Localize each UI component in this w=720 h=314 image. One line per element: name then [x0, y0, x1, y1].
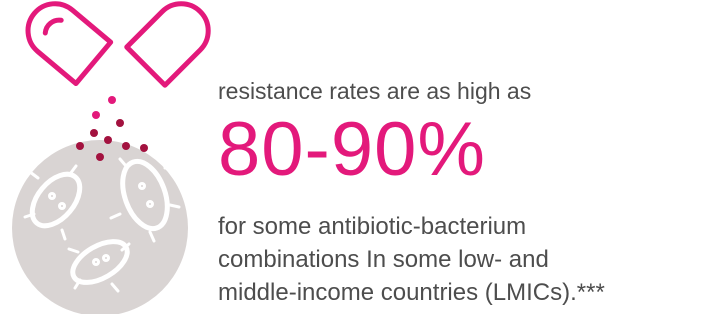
- capsule-right: [127, 0, 215, 85]
- capsule: [17, 0, 215, 85]
- statistic: 80-90%: [218, 112, 486, 188]
- body-line: combinations In some low- and: [218, 243, 605, 276]
- body-line: middle-income countries (LMICs).***: [218, 276, 605, 309]
- infographic: resistance rates are as high as 80-90% f…: [0, 0, 720, 314]
- lead-text: resistance rates are as high as: [218, 78, 531, 105]
- body-line: for some antibiotic-bacterium: [218, 210, 605, 243]
- body-text: for some antibiotic-bacterium combinatio…: [218, 210, 605, 309]
- capsule-left: [17, 0, 111, 84]
- icon: [0, 0, 215, 314]
